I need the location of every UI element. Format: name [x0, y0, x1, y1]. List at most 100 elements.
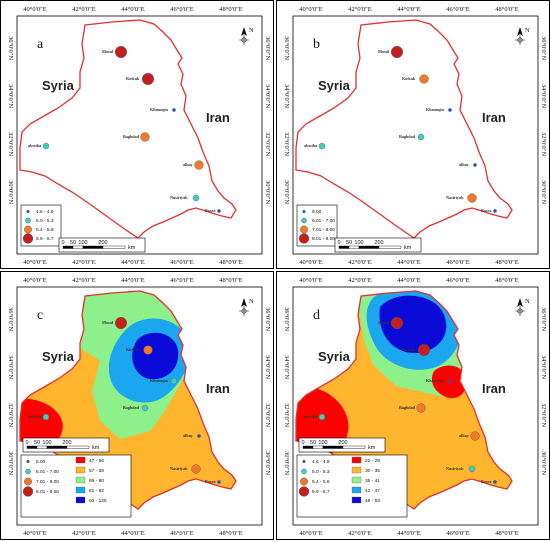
latitude-label-right: 30°0'0"N: [264, 180, 271, 204]
latitude-label-left: 36°0'0"N: [7, 36, 14, 60]
longitude-label-top: 40°0'0"E: [23, 277, 46, 284]
scale-unit: km: [404, 245, 412, 251]
scale-tick-label: 100: [78, 240, 87, 246]
map-frame: [292, 15, 539, 255]
legend-point-symbol: [22, 486, 34, 497]
latitude-label-right: 36°0'0"N: [264, 307, 271, 331]
longitude-label-top: 44°0'0"E: [121, 6, 144, 13]
legend-point-label: 4.6 - 4.9: [36, 209, 54, 215]
longitude-label-top: 48°0'0"E: [495, 277, 518, 284]
scale-tick-label: 0: [301, 440, 304, 446]
legend-point-label: 6.01 - 7.00: [36, 469, 59, 475]
legend: 4.6 - 4.9 5.0 - 5.3 5.4 - 5.8 5.9 - 6.7: [20, 204, 62, 247]
legend-surface-label: 36 - 41: [365, 478, 380, 484]
panel-label: c: [37, 308, 43, 323]
legend-surface-swatch: [75, 476, 86, 484]
station-point-baghdad: [416, 403, 426, 413]
country-label-syria: Syria: [42, 349, 75, 364]
legend-point-symbol: [24, 225, 32, 234]
latitude-label-left: 32°0'0"N: [7, 132, 14, 156]
legend-point-symbol: [301, 468, 307, 475]
country-label-iran: Iran: [206, 381, 230, 396]
city-label-alrutba: alrutba: [28, 414, 42, 419]
city-label-khanaqin: Khanaqin: [150, 378, 169, 383]
longitude-label-bottom: 42°0'0"E: [348, 530, 371, 537]
legend-point-symbol: [302, 209, 306, 214]
scale-segment: [302, 445, 314, 449]
city-label-mosul: Mosul: [102, 320, 114, 325]
latitude-label-left: 30°0'0"N: [283, 451, 290, 475]
scale-tick-label: 50: [310, 440, 316, 446]
legend-point-label: 5.9 - 6.7: [36, 236, 54, 242]
scale-segment: [62, 245, 74, 249]
panel-label: a: [37, 37, 44, 52]
city-label-basra: Basra: [481, 208, 492, 213]
longitude-label-top: 44°0'0"E: [121, 277, 144, 284]
north-label: N: [249, 298, 254, 305]
panel-label: b: [313, 37, 320, 52]
city-label-kirkuk: Kirkuk: [126, 76, 140, 81]
scale-tick-label: 0: [61, 240, 64, 246]
scale-segment: [322, 445, 344, 449]
latitude-label-right: 36°0'0"N: [264, 36, 271, 60]
station-point-mosul: [114, 317, 127, 330]
legend-surface-swatch: [75, 466, 86, 474]
scale-bar: 0 50 100 200 km: [58, 237, 146, 253]
city-label-basra: Basra: [481, 479, 492, 484]
station-point-khanaqin: [170, 377, 178, 385]
city-label-basra: Basra: [205, 208, 216, 213]
station-point-kirkuk: [419, 74, 429, 84]
legend-surface-swatch: [75, 496, 86, 504]
scale-tick-label: 0: [25, 440, 28, 446]
station-point-nasiriyah: [467, 193, 477, 203]
scale-bar: 0 50 100 200 km: [298, 437, 386, 453]
latitude-label-left: 36°0'0"N: [283, 307, 290, 331]
scale-segment: [66, 445, 90, 449]
longitude-label-top: 42°0'0"E: [348, 277, 371, 284]
panel-label: d: [313, 308, 320, 323]
station-point-nasiriyah: [191, 464, 201, 474]
surface-zone-4: [379, 295, 447, 354]
longitude-label-bottom: 42°0'0"E: [72, 259, 95, 266]
country-label-iran: Iran: [482, 381, 506, 396]
legend-point-symbol: [26, 459, 30, 464]
city-label-alrutba: alrutba: [304, 143, 318, 148]
scale-segment: [36, 445, 48, 449]
latitude-label-right: 30°0'0"N: [540, 451, 547, 475]
scale-segment: [26, 445, 38, 449]
legend-surface-swatch: [351, 476, 362, 484]
legend-point-label: 4.6 - 4.9: [312, 459, 330, 465]
station-point-alhay: [473, 163, 477, 167]
north-label: N: [525, 298, 530, 305]
longitude-label-top: 48°0'0"E: [219, 277, 242, 284]
scale-unit: km: [368, 445, 376, 451]
city-label-kirkuk: Kirkuk: [126, 347, 140, 352]
latitude-label-right: 30°0'0"N: [540, 180, 547, 204]
legend-surface-label: 22 - 29: [365, 458, 380, 464]
latitude-label-left: 30°0'0"N: [7, 180, 14, 204]
country-label-iran: Iran: [206, 110, 230, 125]
map-panel-c: 40°0'0"E 40°0'0"E 42°0'0"E 42°0'0"E 44°0'0"E…: [0, 271, 274, 540]
longitude-label-top: 48°0'0"E: [495, 6, 518, 13]
city-label-alhay: alhay: [183, 433, 194, 438]
longitude-label-bottom: 48°0'0"E: [495, 530, 518, 537]
city-label-mosul: Mosul: [378, 49, 390, 54]
latitude-label-right: 30°0'0"N: [264, 451, 271, 475]
station-point-basra: [217, 480, 221, 484]
station-point-kirkuk: [143, 345, 153, 355]
legend-point-label: 6.00: [312, 209, 322, 215]
station-point-mosul: [390, 317, 403, 330]
city-label-baghdad: Baghdad: [399, 134, 416, 139]
scale-tick-label: 50: [346, 240, 352, 246]
longitude-label-bottom: 44°0'0"E: [397, 259, 420, 266]
scale-tick-label: 200: [338, 440, 347, 446]
latitude-label-right: 32°0'0"N: [540, 403, 547, 427]
latitude-label-right: 34°0'0"N: [264, 84, 271, 108]
legend-point-symbol: [26, 209, 30, 214]
legend-surface-label: 81 - 92: [89, 488, 104, 494]
station-point-nasiriyah: [192, 194, 200, 202]
city-label-kirkuk: Kirkuk: [402, 347, 416, 352]
north-arrow-icon: N: [239, 298, 254, 316]
legend-surface-label: 48 - 53: [365, 498, 380, 504]
scale-bar: 0 50 100 200 km: [22, 437, 110, 453]
